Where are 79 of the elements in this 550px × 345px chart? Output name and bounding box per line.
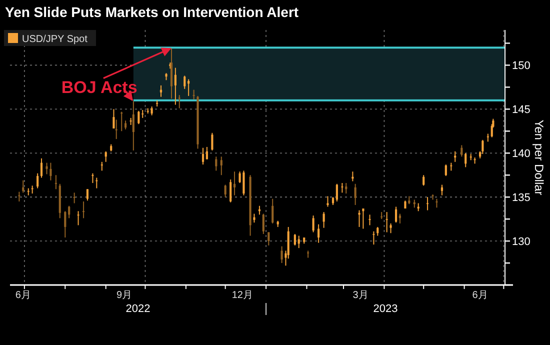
y-tick-label: 135 [512, 192, 530, 204]
candlestick [73, 192, 76, 204]
candlestick [444, 164, 447, 176]
candlestick [354, 183, 356, 206]
candlestick [54, 174, 57, 190]
candlestick [138, 110, 140, 125]
candlestick [160, 84, 162, 98]
candlestick [294, 234, 296, 246]
candlestick [46, 162, 48, 175]
candlestick [178, 94, 180, 109]
text: 2023 [373, 303, 398, 315]
candlestick [120, 111, 123, 132]
candlestick [40, 158, 43, 178]
candlestick [362, 208, 364, 230]
candlestick [272, 198, 274, 224]
candlestick [242, 170, 245, 196]
candlestick [68, 205, 70, 219]
y-tick-label: 150 [512, 60, 530, 72]
candlestick [230, 178, 232, 203]
x-tick-label: 12月 [232, 290, 253, 301]
x-tick-label: 6月 [15, 290, 31, 301]
candlestick [104, 150, 107, 162]
candlestick [336, 183, 338, 202]
x-tick-label: 6月 [472, 290, 488, 301]
candlestick [192, 89, 195, 100]
candlestick [398, 213, 401, 224]
candlestick [233, 171, 236, 196]
candlestick [482, 139, 484, 154]
candlestick [372, 230, 375, 246]
candlestick [184, 75, 186, 90]
candlestick [394, 206, 398, 224]
candlestick [36, 172, 39, 189]
candlestick [92, 172, 94, 184]
candlestick [112, 108, 115, 129]
candlestick [77, 210, 80, 226]
candlestick [22, 180, 24, 194]
candlestick [322, 212, 325, 228]
x-tick-label: 9月 [116, 290, 132, 301]
candlestick [422, 174, 425, 186]
y-tick-label: 145 [512, 104, 530, 116]
candlestick [326, 196, 329, 208]
y-tick-label: 140 [512, 148, 530, 160]
x-tick-label: 3月 [352, 290, 368, 301]
candlestick [202, 147, 204, 166]
candlestick [464, 152, 467, 168]
candlestick [345, 182, 348, 194]
candlestick [86, 188, 89, 202]
candlestick [390, 222, 392, 234]
candlestick [64, 210, 66, 238]
candlestick [341, 182, 344, 194]
candlestick [82, 200, 85, 219]
candlestick [280, 246, 283, 264]
candlestick [268, 232, 270, 246]
candlestick [440, 184, 444, 196]
candlestick [50, 162, 52, 181]
y-tick-label: 130 [512, 236, 530, 248]
candlestick [386, 212, 388, 233]
candlestick [318, 224, 320, 244]
candlestick [358, 210, 360, 228]
candlestick [188, 78, 190, 96]
candlestick [211, 132, 214, 151]
y-axis-title: Yen per Dollar [532, 120, 546, 196]
candlestick [132, 100, 134, 151]
annotation: BOJ Acts [61, 78, 138, 98]
candlestick [206, 146, 208, 160]
candlestick [460, 144, 463, 158]
chart-title: Yen Slide Puts Markets on Intervention Alert [5, 4, 299, 20]
candlestick [262, 213, 264, 234]
candlestick [368, 214, 371, 226]
legend: USD/JPY Spot [4, 30, 96, 46]
candlestick [215, 156, 218, 172]
candlestick [426, 196, 429, 211]
candlestick [312, 215, 314, 233]
candlestick [220, 156, 222, 176]
candlestick [224, 184, 226, 198]
text: 2022 [126, 303, 150, 315]
candlestick [454, 150, 456, 162]
candlestick [174, 67, 176, 106]
legend-label: USD/JPY Spot [22, 34, 88, 45]
